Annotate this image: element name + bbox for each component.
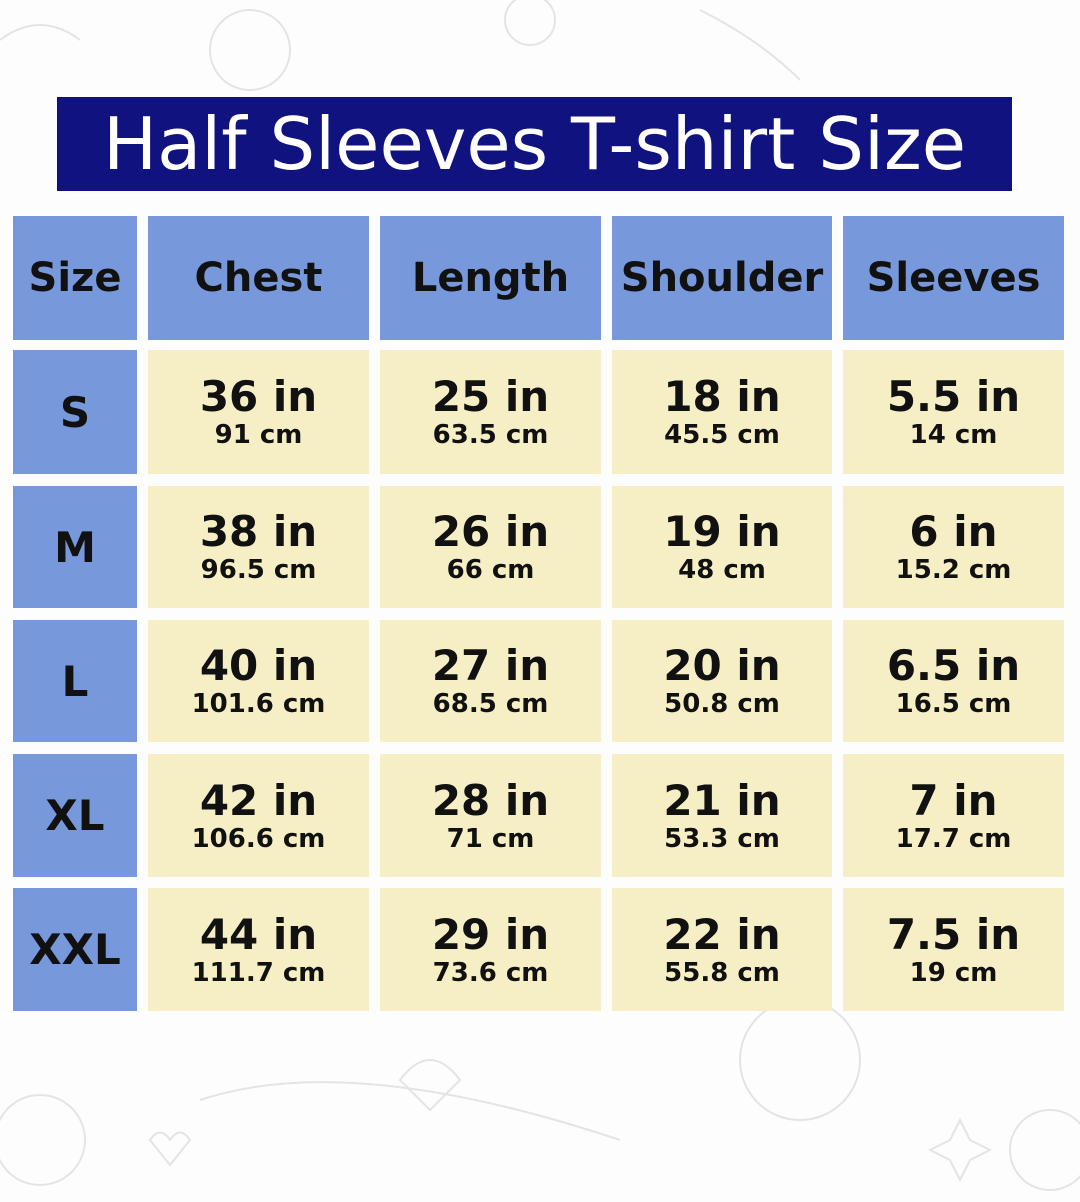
header-length: Length [380, 216, 601, 340]
measurement-cell-length: 27 in 68.5 cm [380, 620, 601, 742]
cm-value: 55.8 cm [664, 957, 780, 988]
inches-value: 20 in [663, 641, 781, 690]
cm-value: 45.5 cm [664, 420, 780, 450]
cm-value: 50.8 cm [664, 689, 780, 719]
measurement-cell-shoulder: 18 in 45.5 cm [612, 350, 832, 474]
inches-value: 7.5 in [886, 909, 1021, 959]
header-size: Size [13, 216, 137, 340]
measurement-cell-length: 29 in 73.6 cm [380, 888, 601, 1011]
inches-value: 44 in [199, 909, 318, 959]
header-sleeves: Sleeves [843, 216, 1064, 340]
inches-value: 7 in [909, 775, 998, 825]
cm-value: 53.3 cm [664, 823, 780, 854]
size-label: XL [13, 754, 137, 877]
cm-value: 48 cm [678, 555, 766, 585]
size-label: S [13, 350, 137, 474]
inches-value: 6 in [909, 507, 998, 556]
inches-value: 5.5 in [886, 372, 1021, 421]
inches-value: 26 in [431, 507, 550, 556]
cm-value: 71 cm [446, 823, 535, 854]
inches-value: 19 in [663, 507, 781, 556]
inches-value: 6.5 in [886, 641, 1021, 690]
header-shoulder: Shoulder [612, 216, 832, 340]
cm-value: 91 cm [214, 420, 303, 450]
cm-value: 14 cm [909, 420, 998, 450]
inches-value: 36 in [199, 372, 318, 421]
measurement-cell-length: 26 in 66 cm [380, 486, 601, 608]
measurement-cell-shoulder: 19 in 48 cm [612, 486, 832, 608]
inches-value: 40 in [199, 641, 318, 690]
cm-value: 15.2 cm [895, 555, 1012, 585]
inches-value: 25 in [431, 372, 550, 421]
cm-value: 101.6 cm [191, 689, 326, 719]
cm-value: 111.7 cm [191, 957, 326, 988]
measurement-cell-sleeves: 7.5 in 19 cm [843, 888, 1064, 1011]
cm-value: 66 cm [446, 555, 535, 585]
page-title: Half Sleeves T-shirt Size [57, 97, 1012, 191]
cm-value: 68.5 cm [432, 689, 549, 719]
inches-value: 18 in [663, 372, 781, 421]
measurement-cell-chest: 40 in 101.6 cm [148, 620, 369, 742]
cm-value: 19 cm [909, 957, 998, 988]
cm-value: 73.6 cm [432, 957, 549, 988]
measurement-cell-sleeves: 7 in 17.7 cm [843, 754, 1064, 877]
measurement-cell-sleeves: 6 in 15.2 cm [843, 486, 1064, 608]
inches-value: 42 in [199, 775, 318, 825]
inches-value: 38 in [199, 507, 318, 556]
measurement-cell-length: 25 in 63.5 cm [380, 350, 601, 474]
cm-value: 63.5 cm [432, 420, 549, 450]
size-label: M [13, 486, 137, 608]
size-label: L [13, 620, 137, 742]
inches-value: 22 in [663, 909, 781, 959]
measurement-cell-sleeves: 5.5 in 14 cm [843, 350, 1064, 474]
inches-value: 21 in [663, 775, 781, 825]
cm-value: 106.6 cm [191, 823, 326, 854]
measurement-cell-chest: 44 in 111.7 cm [148, 888, 369, 1011]
cm-value: 16.5 cm [895, 689, 1012, 719]
cm-value: 17.7 cm [895, 823, 1012, 854]
measurement-cell-length: 28 in 71 cm [380, 754, 601, 877]
inches-value: 27 in [431, 641, 550, 690]
measurement-cell-chest: 38 in 96.5 cm [148, 486, 369, 608]
measurement-cell-sleeves: 6.5 in 16.5 cm [843, 620, 1064, 742]
measurement-cell-shoulder: 20 in 50.8 cm [612, 620, 832, 742]
header-chest: Chest [148, 216, 369, 340]
inches-value: 28 in [431, 775, 550, 825]
measurement-cell-shoulder: 21 in 53.3 cm [612, 754, 832, 877]
measurement-cell-chest: 36 in 91 cm [148, 350, 369, 474]
measurement-cell-chest: 42 in 106.6 cm [148, 754, 369, 877]
measurement-cell-shoulder: 22 in 55.8 cm [612, 888, 832, 1011]
inches-value: 29 in [431, 909, 550, 959]
size-label: XXL [13, 888, 137, 1011]
cm-value: 96.5 cm [200, 555, 317, 585]
